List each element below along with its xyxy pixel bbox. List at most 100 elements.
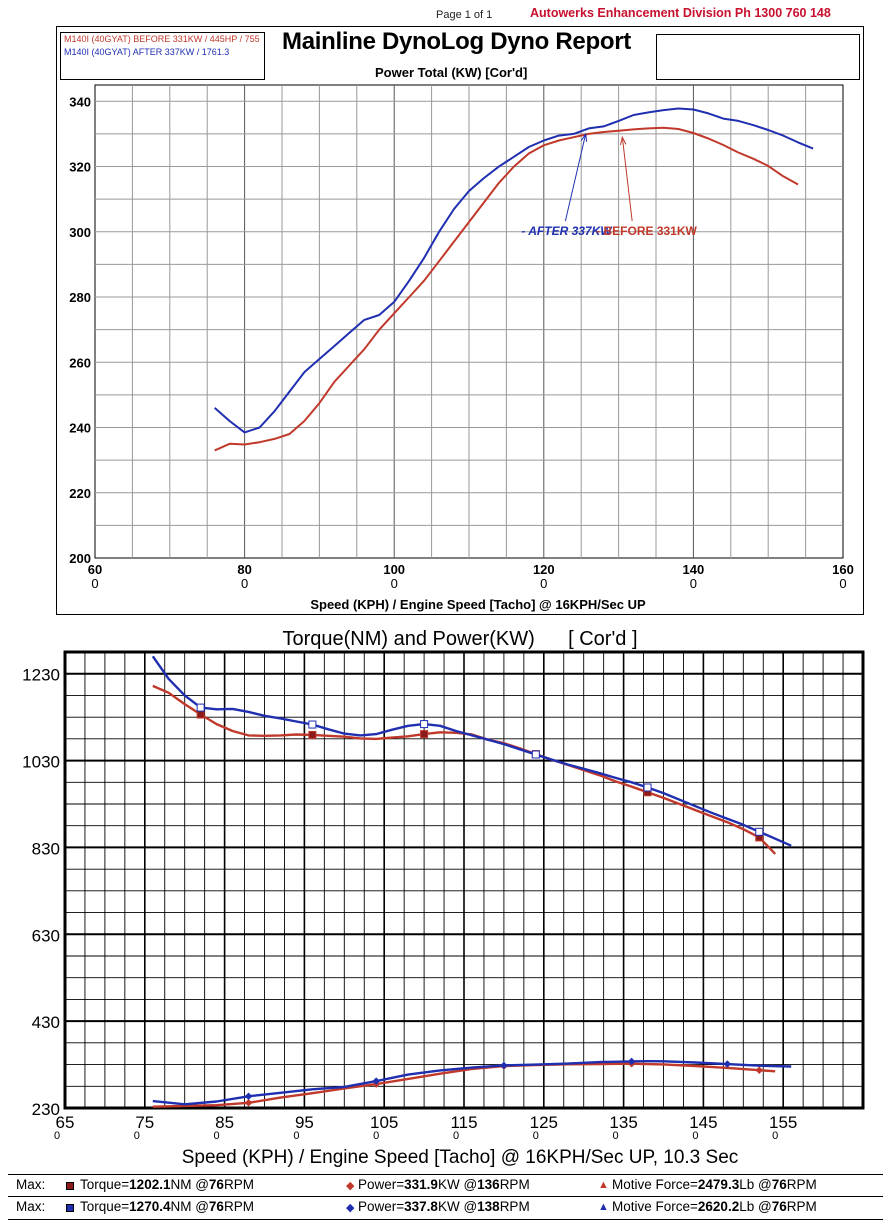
power-chart: 2002202402602803003203406008001000120014… — [69, 84, 854, 612]
company-name: Autowerks Enhancement Division Ph 1300 7… — [530, 6, 831, 20]
torque-power-chart: 2304306308301030123065075085095010501150… — [22, 628, 865, 1168]
rpm-tick-label: 0 — [692, 1130, 698, 1142]
series-marker — [308, 720, 317, 729]
force-after-marker: ▲ — [598, 1201, 609, 1213]
report-title: Mainline DynoLog Dyno Report — [282, 28, 631, 55]
torque-chart-title: Torque(NM) and Power(KW) [ Cor'd ] — [282, 628, 637, 650]
y-tick-label: 340 — [69, 94, 91, 109]
torque-after-stat: Torque=1270.4NM @76RPM — [80, 1199, 254, 1214]
torque-chart-xlabel: Speed (KPH) / Engine Speed [Tacho] @ 16K… — [182, 1147, 739, 1168]
power-after-marker: ◆ — [346, 1202, 355, 1214]
x-tick-label: 85 — [215, 1113, 234, 1132]
x-tick-label: 75 — [135, 1113, 154, 1132]
series-marker — [244, 1098, 253, 1107]
rpm-tick-label: 0 — [613, 1130, 619, 1142]
series-marker — [755, 827, 764, 836]
footer-row-before: Max: Torque=1202.1NM @76RPM ◆ Power=331.… — [8, 1175, 883, 1195]
info-box — [656, 34, 860, 80]
force-after-stat: Motive Force=2620.2Lb @76RPM — [612, 1199, 817, 1214]
rpm-tick-label: 0 — [772, 1130, 778, 1142]
rpm-tick-label: 0 — [690, 576, 697, 591]
x-tick-label: 95 — [295, 1113, 314, 1132]
series-marker — [643, 783, 652, 792]
force-before-stat: Motive Force=2479.3Lb @76RPM — [612, 1177, 817, 1192]
rpm-tick-label: 0 — [214, 1130, 220, 1142]
series-marker — [723, 1060, 732, 1068]
footer-divider-3 — [8, 1219, 883, 1220]
series-marker — [531, 750, 540, 759]
rpm-tick-label: 0 — [134, 1130, 140, 1142]
series-marker — [372, 1077, 381, 1085]
power-chart-grid: 2002202402602803003203406008001000120014… — [69, 84, 854, 591]
annotation-after: - AFTER 337KW — [521, 224, 613, 238]
footer-divider — [8, 1174, 883, 1175]
power-before-marker: ◆ — [346, 1180, 355, 1192]
rpm-tick-label: 0 — [91, 576, 98, 591]
torque-before-marker — [66, 1182, 74, 1190]
torque-before-stat: Torque=1202.1NM @76RPM — [80, 1177, 254, 1192]
legend-after: M140I (40GYAT) AFTER 337KW / 1761.3 — [64, 47, 230, 57]
page-indicator: Page 1 of 1 — [436, 9, 493, 21]
footer-row-after: Max: Torque=1270.4NM @76RPM ◆ Power=337.… — [8, 1197, 883, 1217]
rpm-tick-label: 0 — [839, 576, 846, 591]
x-tick-label: 80 — [237, 562, 251, 577]
torque-plot-border — [63, 650, 865, 1110]
rpm-tick-label: 0 — [54, 1130, 60, 1142]
series-marker — [244, 1092, 253, 1101]
x-tick-label: 100 — [383, 562, 405, 577]
max-label: Max: — [16, 1199, 46, 1214]
power-before-stat: Power=331.9KW @136RPM — [358, 1177, 530, 1192]
rpm-tick-label: 0 — [241, 576, 248, 591]
annotation-before: - BEFORE 331KW — [596, 224, 697, 238]
annotation-arrow — [621, 137, 633, 222]
x-tick-label: 125 — [530, 1113, 558, 1132]
rpm-tick-label: 0 — [373, 1130, 379, 1142]
power-chart-title: Power Total (KW) [Cor'd] — [375, 65, 528, 80]
y-tick-label: 1230 — [22, 666, 60, 685]
x-tick-label: 155 — [769, 1113, 797, 1132]
power-after-stat: Power=337.8KW @138RPM — [358, 1199, 530, 1214]
x-tick-label: 60 — [88, 562, 102, 577]
rpm-tick-label: 0 — [391, 576, 398, 591]
force-before-marker: ▲ — [598, 1179, 609, 1191]
y-tick-label: 1030 — [22, 753, 60, 772]
y-tick-label: 220 — [69, 486, 91, 501]
x-tick-label: 105 — [370, 1113, 398, 1132]
x-tick-label: 65 — [56, 1113, 75, 1132]
y-tick-label: 830 — [32, 839, 60, 858]
series-marker — [196, 710, 205, 719]
x-tick-label: 145 — [689, 1113, 717, 1132]
series-marker — [627, 1057, 636, 1066]
series-marker — [500, 1061, 508, 1070]
rpm-tick-label: 0 — [293, 1130, 299, 1142]
x-tick-label: 115 — [450, 1113, 477, 1132]
y-tick-label: 240 — [69, 421, 91, 436]
y-tick-label: 280 — [69, 290, 91, 305]
legend-box: M140I (40GYAT) BEFORE 331KW / 445HP / 75… — [60, 32, 265, 80]
annotation-arrowhead — [620, 135, 627, 146]
series-line-power-after — [152, 1060, 792, 1106]
series-marker — [420, 720, 429, 729]
y-tick-label: 260 — [69, 355, 91, 370]
y-tick-label: 430 — [32, 1013, 60, 1032]
y-tick-label: 300 — [69, 225, 91, 240]
series-line-after — [214, 107, 814, 434]
power-chart-xlabel: Speed (KPH) / Engine Speed [Tacho] @ 16K… — [310, 597, 646, 612]
series-marker — [308, 730, 317, 739]
max-label: Max: — [16, 1177, 46, 1192]
annotation-arrow — [564, 133, 587, 222]
rpm-tick-label: 0 — [453, 1130, 459, 1142]
torque-after-marker — [66, 1204, 74, 1212]
series-line-before — [214, 126, 799, 452]
y-tick-label: 320 — [69, 160, 91, 175]
series-marker — [420, 730, 429, 739]
power-chart-frame — [56, 26, 864, 615]
y-tick-label: 630 — [32, 926, 60, 945]
x-tick-label: 135 — [609, 1113, 637, 1132]
legend-before: M140I (40GYAT) BEFORE 331KW / 445HP / 75… — [64, 34, 260, 44]
series-marker — [196, 703, 205, 712]
y-tick-label: 230 — [32, 1100, 60, 1119]
x-tick-label: 140 — [683, 562, 705, 577]
annotation-arrowhead — [580, 132, 588, 142]
rpm-tick-label: 0 — [540, 576, 547, 591]
